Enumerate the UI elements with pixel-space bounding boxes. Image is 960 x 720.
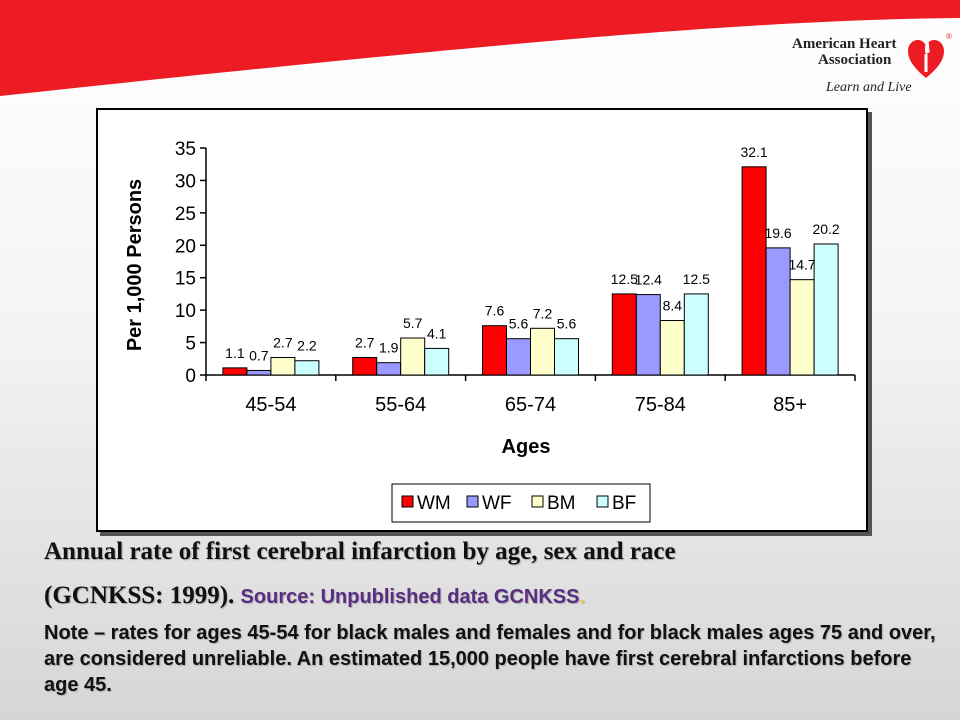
bars: [222, 166, 839, 376]
y-tick-label: 5: [185, 334, 196, 355]
logo-line-2: Association: [818, 52, 892, 68]
legend-swatch-bm: [531, 495, 544, 508]
y-tick-label: 0: [185, 366, 196, 387]
bar-bm: [400, 337, 426, 376]
data-label: 20.2: [812, 221, 839, 237]
legend-label-wm: WM: [417, 493, 451, 514]
x-tick-label: 45-54: [245, 394, 296, 416]
legend-label-bf: BF: [612, 493, 636, 514]
legend-swatch-wm: [401, 495, 414, 508]
y-tick-label: 20: [175, 236, 196, 257]
y-tick-label: 35: [175, 139, 196, 160]
bar-bm: [789, 279, 815, 376]
bar-wf: [246, 369, 272, 376]
legend-swatch-bf: [596, 495, 609, 508]
data-label: 12.4: [635, 272, 662, 288]
bar-bm: [270, 356, 296, 376]
heart-torch-icon: [908, 36, 944, 78]
bar-wm: [482, 325, 507, 376]
caption-source: Source: Unpublished data GCNKSS: [240, 586, 580, 608]
bar-wf: [635, 294, 661, 376]
data-label: 2.7: [273, 334, 293, 350]
bar-chart: 0 5 10 15 20 25 30 35 45-54 55-64 65-74 75-84 85+ 1.…: [124, 139, 856, 523]
bar-bf: [424, 347, 450, 376]
data-label: 7.6: [485, 303, 505, 319]
caption-title-year: (GCNKSS: 1999).: [44, 582, 235, 609]
data-label: 12.5: [611, 271, 638, 287]
legend-label-wf: WF: [482, 493, 512, 514]
data-label: 14.7: [788, 257, 815, 273]
bar-bm: [530, 327, 555, 376]
data-label: 2.7: [355, 334, 375, 350]
caption-source-dot: .: [579, 586, 586, 608]
x-tick-label: 55-64: [375, 394, 426, 416]
data-label: 4.1: [427, 325, 447, 341]
y-tick-label: 25: [175, 204, 196, 225]
data-label: 1.9: [379, 340, 399, 356]
y-tick-label: 10: [175, 301, 196, 322]
data-label: 8.4: [663, 298, 683, 314]
caption-note: Note – rates for ages 45-54 for black ma…: [44, 622, 936, 696]
caption-title-line-1: Annual rate of first cerebral infarction…: [44, 538, 676, 565]
x-tick-label: 65-74: [505, 394, 556, 416]
data-label: 2.2: [297, 338, 317, 354]
aha-logo: American Heart Association Learn and Liv…: [788, 32, 958, 102]
bar-bm: [659, 320, 685, 376]
data-label: 7.2: [533, 305, 553, 321]
bar-wf: [765, 247, 791, 376]
bar-wf: [506, 338, 531, 376]
logo-tagline: Learn and Live: [826, 80, 912, 95]
data-label: 1.1: [225, 345, 245, 361]
y-axis-label: Per 1,000 Persons: [124, 179, 146, 351]
legend-box: [391, 483, 651, 523]
chart-frame: 0 5 10 15 20 25 30 35 45-54 55-64 65-74 75-84 85+ 1.…: [96, 108, 868, 532]
x-axis-label: Ages: [502, 436, 551, 458]
data-label: 12.5: [683, 271, 710, 287]
header-banner: [0, 0, 960, 96]
x-tick-label: 75-84: [635, 394, 686, 416]
bar-wm: [352, 356, 378, 376]
legend-swatch-wf: [466, 495, 479, 508]
data-label: 5.6: [509, 316, 529, 332]
legend-label-bm: BM: [547, 493, 576, 514]
bar-wm: [611, 293, 637, 376]
data-label: 19.6: [764, 225, 791, 241]
caption-title-line-2: (GCNKSS: 1999). Source: Unpublished data…: [44, 582, 944, 610]
logo-line-1: American Heart: [792, 36, 897, 52]
x-tick-label: 85+: [773, 394, 807, 416]
y-tick-label: 30: [175, 171, 196, 192]
bar-bf: [813, 243, 839, 376]
data-label: 32.1: [740, 144, 767, 160]
bar-wf: [376, 362, 402, 376]
bar-bf: [683, 293, 709, 376]
y-tick-label: 15: [175, 269, 196, 290]
data-labels: 1.1 2.7 7.6 12.5 32.1 0.7 1.9 5.6 12.4 19.6 2.7 5.7…: [225, 144, 840, 364]
data-label: 5.7: [403, 315, 423, 331]
banner-shape: [0, 0, 960, 96]
data-label: 5.6: [557, 316, 577, 332]
bar-bf: [554, 338, 579, 376]
axes: 0 5 10 15 20 25 30 35 45-54 55-64 65-74 75-84 85+: [175, 139, 856, 416]
bar-wm: [222, 367, 248, 376]
bar-bf: [294, 360, 320, 376]
bar-wm: [741, 166, 767, 376]
registered-mark: ®: [946, 32, 952, 41]
data-label: 0.7: [249, 347, 269, 363]
legend: WM WF BM BF: [391, 483, 651, 523]
